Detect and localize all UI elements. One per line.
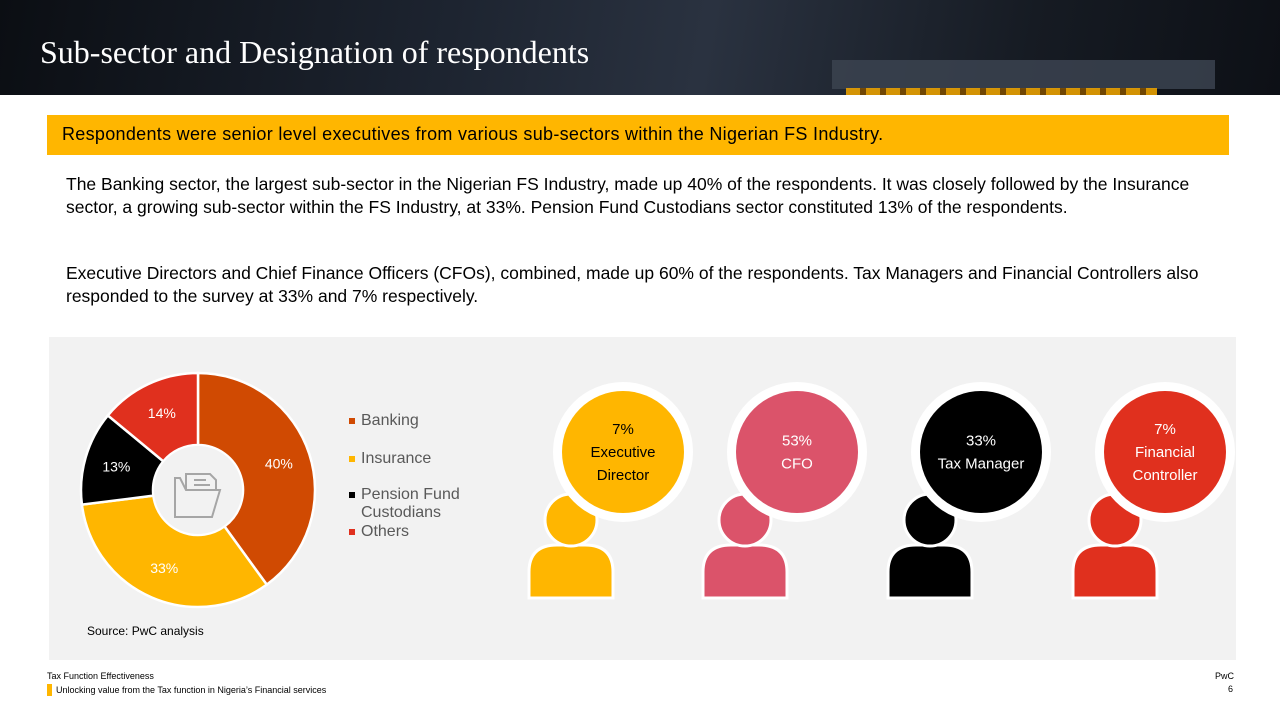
bubble-label: Financial (1135, 444, 1195, 461)
person-executive-director: 7% Executive Director (527, 382, 693, 600)
bubble-label: Controller (1132, 467, 1197, 484)
footer-title: Tax Function Effectiveness (47, 671, 154, 681)
bubble-percent: 7% (612, 421, 634, 438)
folder-icon (174, 473, 222, 518)
bubble (1104, 391, 1226, 513)
person-body (1071, 543, 1159, 600)
person-cfo: 53% CFO (701, 382, 867, 600)
legend-label: Insurance (361, 450, 432, 467)
page-number: 6 (1227, 684, 1233, 694)
footer-mark (47, 684, 52, 696)
header-banner (0, 0, 1280, 95)
donut-label-others: 14% (148, 405, 176, 421)
legend-swatch (349, 529, 355, 535)
paragraph-sector: The Banking sector, the largest sub-sect… (66, 174, 1190, 217)
legend-item-others: Others (349, 523, 471, 541)
legend-swatch (349, 492, 355, 498)
bubble (736, 391, 858, 513)
bubble (562, 391, 684, 513)
bubble-label: Tax Manager (938, 456, 1025, 473)
donut-slice-banking (196, 371, 317, 587)
bubble (920, 391, 1042, 513)
bubble-percent: 53% (782, 433, 812, 450)
legend-item-banking: Banking (349, 412, 471, 430)
callout-box: Respondents were senior level executives… (47, 115, 1229, 155)
source-note: Source: PwC analysis (87, 624, 204, 638)
person-financial-controller: 7% Financial Controller (1071, 382, 1235, 600)
bubble-label: Executive (590, 444, 655, 461)
donut-label-insurance: 33% (150, 560, 178, 576)
paragraph-designation: Executive Directors and Chief Finance Of… (66, 263, 1199, 306)
person-body (886, 543, 974, 600)
donut-label-pension-fund-custodians: 13% (102, 458, 130, 474)
donut-label-banking: 40% (265, 456, 293, 472)
header-decoration-glow (846, 88, 1157, 95)
footer-subtitle-text: Unlocking value from the Tax function in… (56, 685, 327, 695)
legend-label: Others (361, 523, 410, 540)
header-decoration (832, 60, 1215, 89)
bubble-label: Director (597, 467, 650, 484)
donut-slice-others (106, 371, 200, 464)
person-body (527, 543, 615, 600)
legend-swatch (349, 456, 355, 462)
donut-slice-insurance (80, 494, 269, 609)
page-title: Sub-sector and Designation of respondent… (40, 34, 590, 70)
legend-item-pension-fund-custodians: Pension Fund Custodians (349, 486, 471, 522)
legend-label: Banking (361, 412, 419, 429)
callout-text: Respondents were senior level executives… (62, 124, 884, 144)
bubble-percent: 33% (966, 433, 996, 450)
bubble-percent: 7% (1154, 421, 1176, 438)
legend-item-insurance: Insurance (349, 450, 471, 468)
person-body (701, 543, 789, 600)
footer-brand: PwC (1214, 671, 1234, 681)
bubble-label: CFO (781, 456, 813, 473)
person-tax-manager: 33% Tax Manager (886, 382, 1051, 600)
legend-swatch (349, 418, 355, 424)
legend-label: Pension Fund Custodians (361, 486, 460, 521)
footer-subtitle: Unlocking value from the Tax function in… (47, 684, 326, 696)
